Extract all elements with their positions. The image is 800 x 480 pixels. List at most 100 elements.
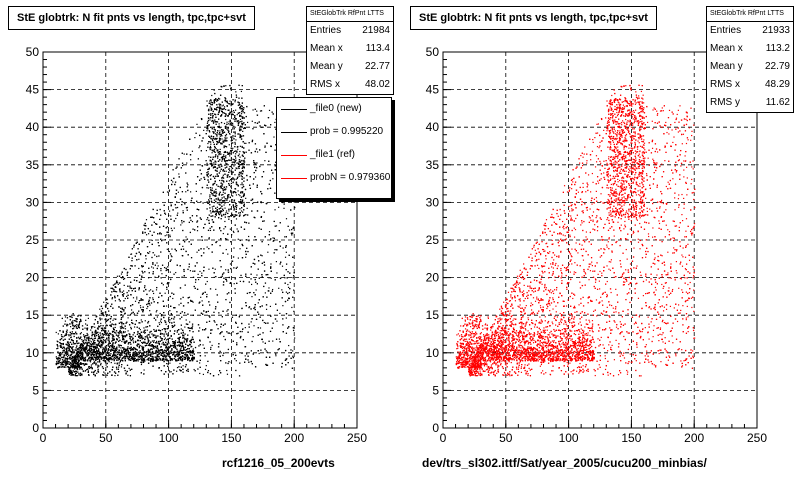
data-point [99,351,101,353]
data-point [74,355,76,357]
data-point [181,342,184,345]
data-point [184,326,186,328]
data-point [237,104,239,106]
data-point [143,357,145,360]
data-point [226,105,228,107]
data-point [69,366,72,368]
data-point [141,348,143,350]
data-point [185,236,187,238]
data-point [228,121,230,123]
data-point [237,332,239,334]
data-point [97,340,100,342]
data-point [146,359,148,361]
data-point [199,340,201,342]
data-point [226,121,228,123]
data-point [181,222,183,224]
data-point [170,227,172,229]
data-point [127,374,129,376]
data-point [177,353,180,355]
data-point [134,300,137,302]
data-point [94,357,96,359]
data-point [113,360,115,362]
data-point [108,341,110,343]
data-point [140,363,143,366]
data-point [148,357,150,359]
data-point [70,357,72,359]
data-point [235,167,237,169]
data-point [176,201,178,203]
data-point [264,292,266,294]
data-point [208,156,210,158]
data-point [222,191,224,193]
data-point [163,338,166,341]
data-point [192,301,194,303]
data-point [167,338,169,341]
data-point [120,349,122,351]
data-point [225,212,227,214]
data-point [89,340,91,342]
data-point [180,352,183,354]
data-point [219,98,221,100]
data-point [227,216,229,218]
data-point [211,206,213,208]
data-point [193,368,195,371]
data-point [59,341,61,344]
data-point [114,362,116,364]
data-point [139,329,141,331]
data-point [175,271,177,274]
data-point [211,344,213,347]
data-point [244,327,246,329]
data-point [78,355,80,357]
data-point [158,356,160,358]
data-point [119,352,121,354]
data-point [212,183,214,185]
data-point [199,327,201,329]
data-point [206,246,208,248]
data-point [238,153,240,155]
data-point [101,318,103,320]
data-point [212,167,214,169]
data-point [107,345,109,347]
data-point [259,327,262,329]
data-point [99,308,101,310]
data-point [191,150,194,152]
data-point [160,321,163,324]
data-point [238,193,240,196]
data-point [230,105,232,107]
data-point [166,226,168,228]
data-point [153,339,155,342]
data-point [89,361,92,363]
data-point [195,190,197,192]
data-point [246,121,249,124]
data-point [112,319,114,321]
data-point [118,334,120,336]
data-point [152,292,155,295]
data-point [71,348,73,350]
data-point [210,113,212,115]
data-point [141,345,143,347]
data-point [130,313,132,315]
data-point [141,336,143,339]
data-point [253,325,255,327]
data-point [264,160,266,162]
data-point [173,350,176,353]
data-point [83,358,85,361]
data-point [236,266,238,268]
data-point [90,364,93,366]
data-point [134,335,136,337]
data-point [64,316,67,318]
data-point [90,341,93,343]
data-point [182,245,184,248]
data-point [223,159,226,161]
data-point [190,346,192,348]
data-point [284,277,286,279]
data-point [209,106,211,108]
data-point [185,319,187,321]
data-point [86,332,88,335]
data-point [148,290,150,292]
data-point [214,268,216,270]
data-point [162,359,164,361]
data-point [242,328,244,330]
data-point [97,350,99,352]
data-point [151,340,154,342]
